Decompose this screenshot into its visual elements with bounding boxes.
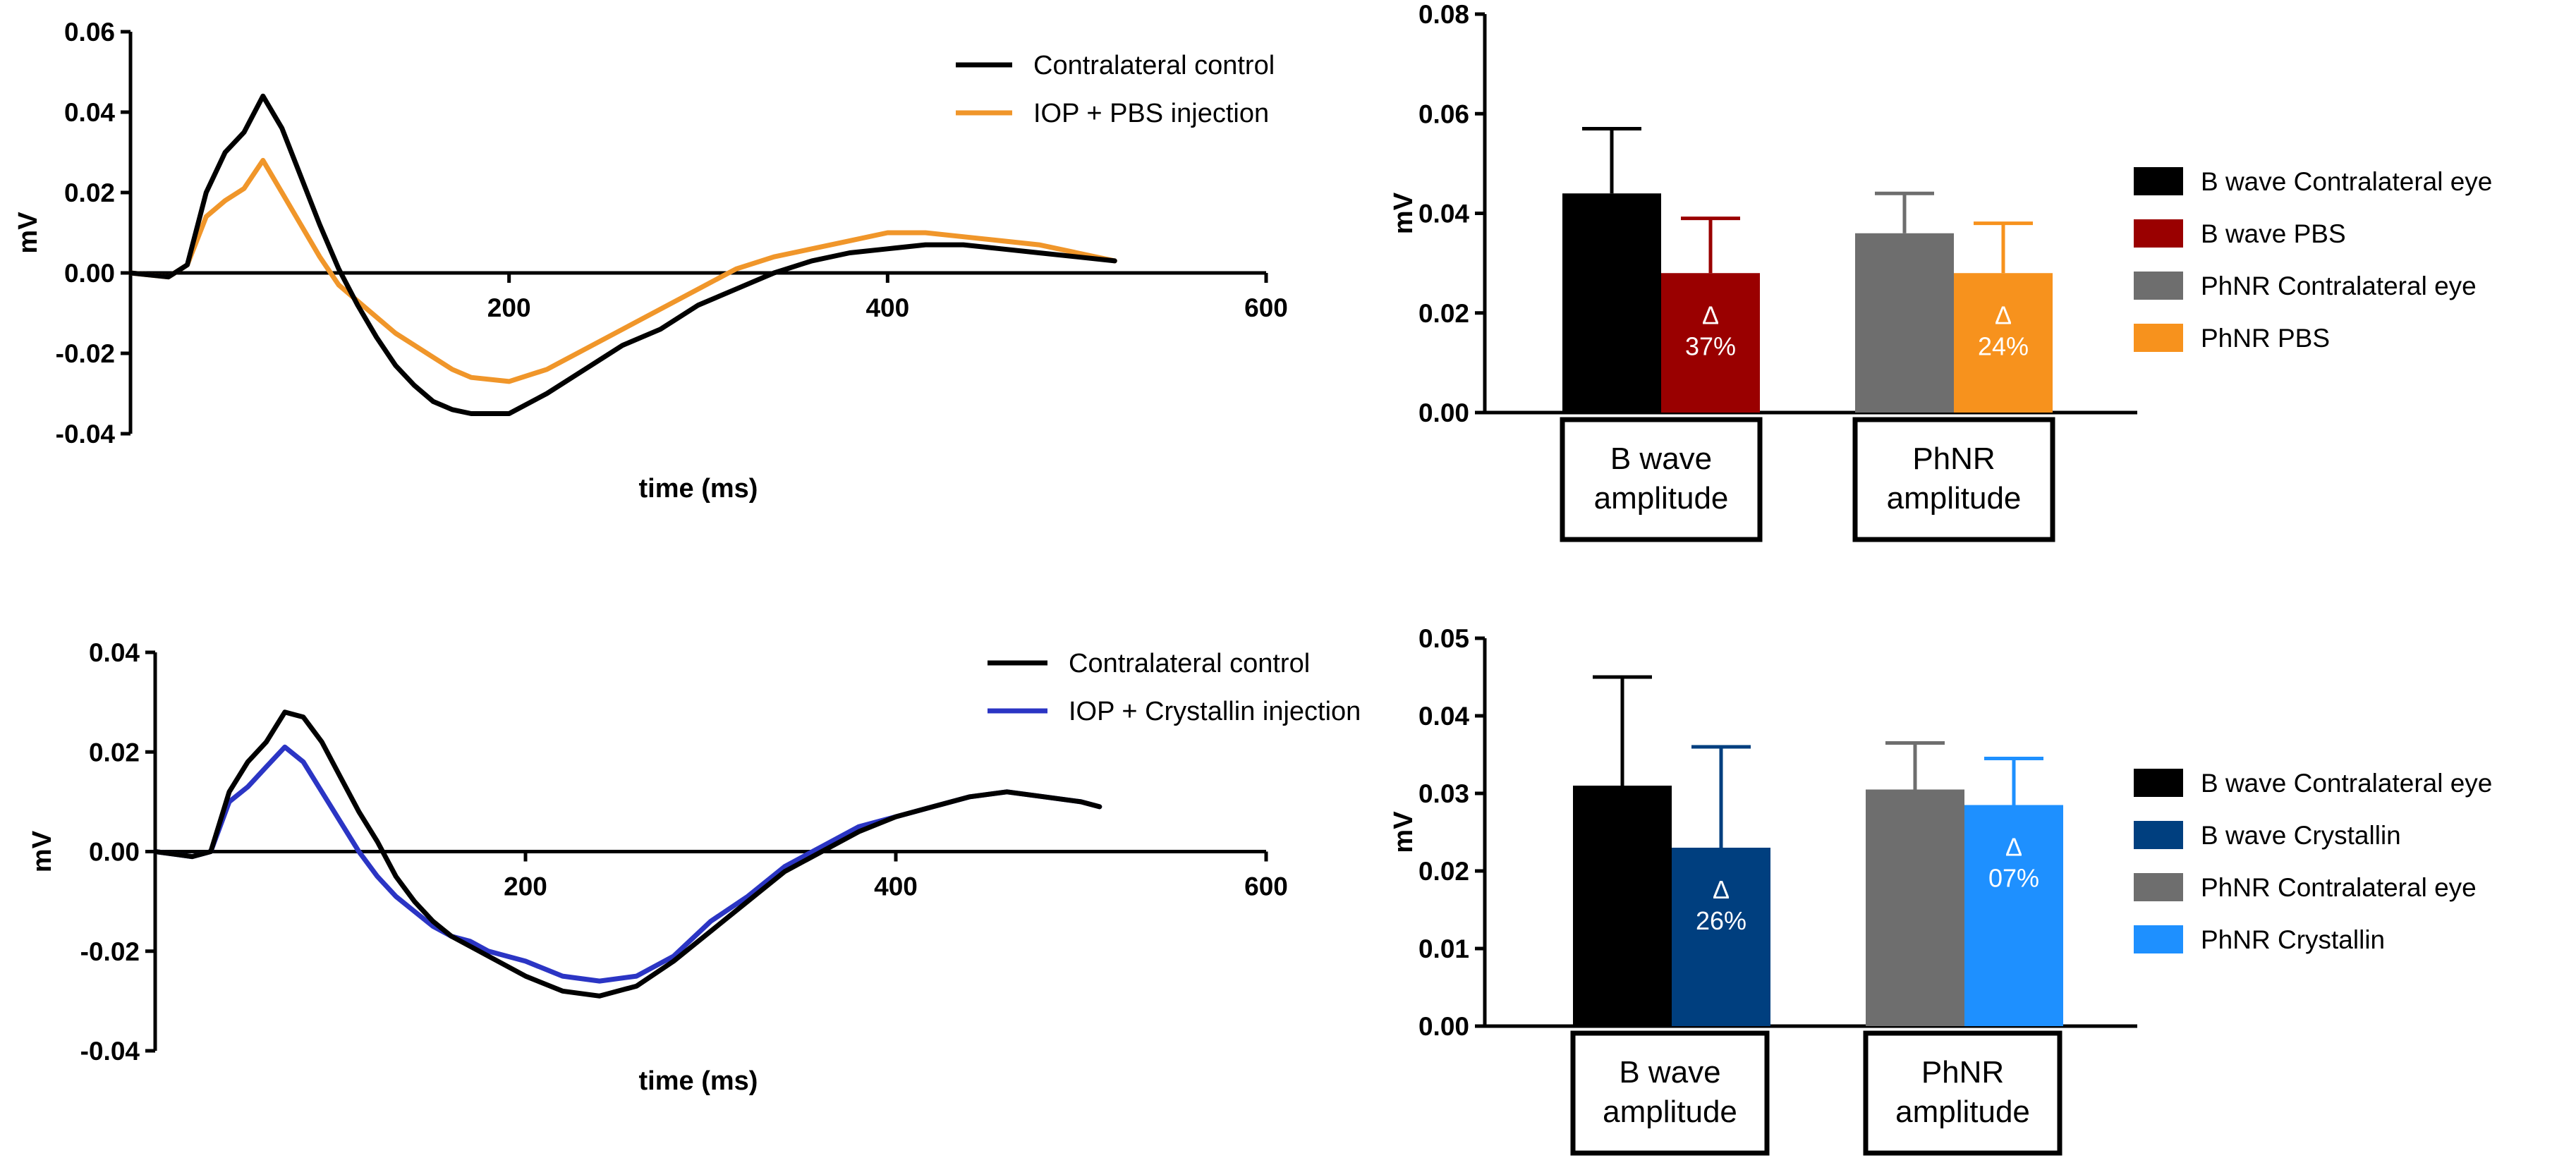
y-tick-label: 0.04 (89, 638, 140, 667)
legend-swatch (2134, 324, 2183, 352)
group-label: PhNR amplitude (1895, 1055, 2030, 1129)
x-tick-label: 400 (865, 293, 909, 322)
x-tick-label: 600 (1244, 872, 1288, 901)
y-axis-label: mV (13, 212, 43, 254)
y-tick-label: 0.04 (64, 98, 115, 127)
bar-1 (1562, 193, 1661, 413)
chart-1: -0.04 -0.02 0.00 0.02 0.04 0.06 200 400 600 time … (13, 18, 1288, 504)
series-line-2 (152, 744, 1102, 984)
y-tick-label: 0.08 (1418, 0, 1469, 29)
legend-label: PhNR Contralateral eye (2201, 873, 2477, 902)
legend-label: B wave Contralateral eye (2201, 167, 2492, 196)
y-tick-label: 0.02 (1418, 857, 1469, 886)
y-tick-label: 0.06 (64, 18, 115, 47)
legend-swatch (2134, 873, 2183, 901)
y-tick-label: 0.00 (89, 838, 140, 867)
bar-2 (1661, 273, 1760, 413)
legend-label: B wave Crystallin (2201, 821, 2401, 850)
legend-swatch (2134, 769, 2183, 797)
legend-label: Contralateral control (1033, 51, 1275, 80)
x-tick-label: 400 (874, 872, 918, 901)
legend-swatch (2134, 272, 2183, 300)
group-label: B wave amplitude (1603, 1055, 1737, 1129)
bar-3 (1866, 789, 1964, 1026)
bar-annotation: Δ 26% (1696, 875, 1746, 935)
y-tick-label: 0.04 (1418, 702, 1469, 731)
y-tick-label: -0.02 (56, 339, 115, 368)
y-tick-label: 0.03 (1418, 779, 1469, 808)
legend-label: PhNR PBS (2201, 324, 2330, 353)
bar-1 (1573, 786, 1672, 1026)
legend-label: IOP + PBS injection (1033, 99, 1269, 128)
y-axis-label: mV (28, 830, 57, 872)
legend-swatch (2134, 925, 2183, 953)
x-tick-label: 600 (1244, 293, 1288, 322)
bar-4 (1964, 805, 2063, 1026)
legend-label: B wave Contralateral eye (2201, 769, 2492, 798)
group-label-box (1570, 1030, 1770, 1156)
y-tick-label: 0.01 (1418, 934, 1469, 963)
series-line-1 (128, 93, 1117, 416)
legend-swatch (2134, 167, 2183, 195)
y-tick-label: 0.05 (1418, 624, 1469, 653)
y-tick-label: 0.06 (1418, 99, 1469, 128)
y-axis-label: mV (1389, 192, 1418, 234)
y-tick-label: -0.04 (80, 1037, 140, 1066)
y-tick-label: 0.02 (1418, 299, 1469, 328)
y-tick-label: 0.02 (64, 178, 115, 207)
chart-2: 0.00 0.02 0.04 0.06 0.08 mV Δ 37% Δ 24% B wave ampl… (1389, 0, 2492, 542)
y-tick-label: 0.00 (1418, 1012, 1469, 1041)
bar-annotation: Δ 37% (1685, 300, 1736, 360)
chart-3: -0.04 -0.02 0.00 0.02 0.04 200 400 600 time (ms)… (28, 638, 1361, 1096)
y-axis-label: mV (1389, 811, 1418, 853)
x-axis-label: time (ms) (639, 474, 758, 504)
bar-2 (1672, 848, 1770, 1026)
bar-3 (1855, 233, 1954, 413)
legend-label: B wave PBS (2201, 219, 2346, 248)
y-tick-label: -0.04 (56, 420, 116, 449)
y-tick-label: -0.02 (80, 937, 140, 966)
bar-annotation: Δ 07% (1988, 833, 2039, 893)
legend-label: IOP + Crystallin injection (1069, 697, 1361, 726)
legend-swatch (2134, 219, 2183, 248)
bar-4 (1954, 273, 2053, 413)
x-axis-label: time (ms) (639, 1066, 758, 1096)
group-label: PhNR amplitude (1887, 441, 2022, 516)
series-line-2 (128, 157, 1117, 384)
group-label: B wave amplitude (1594, 441, 1729, 516)
legend-swatch (2134, 821, 2183, 849)
legend-label: Contralateral control (1069, 649, 1310, 678)
y-tick-label: 0.00 (1418, 398, 1469, 427)
group-label-box (1560, 417, 1763, 542)
y-tick-label: 0.02 (89, 738, 140, 767)
group-label-box (1852, 417, 2055, 542)
group-label-box (1863, 1030, 2062, 1156)
x-tick-label: 200 (504, 872, 547, 901)
legend-label: PhNR Contralateral eye (2201, 272, 2477, 300)
chart-4: 0.00 0.01 0.02 0.03 0.04 0.05 mV Δ 26% Δ 07% B wave… (1389, 624, 2492, 1156)
bar-annotation: Δ 24% (1978, 300, 2029, 360)
y-tick-label: 0.04 (1418, 200, 1469, 228)
legend-label: PhNR Crystallin (2201, 925, 2385, 954)
y-tick-label: 0.00 (64, 259, 115, 288)
series-line-1 (152, 709, 1102, 999)
x-tick-label: 200 (487, 293, 531, 322)
